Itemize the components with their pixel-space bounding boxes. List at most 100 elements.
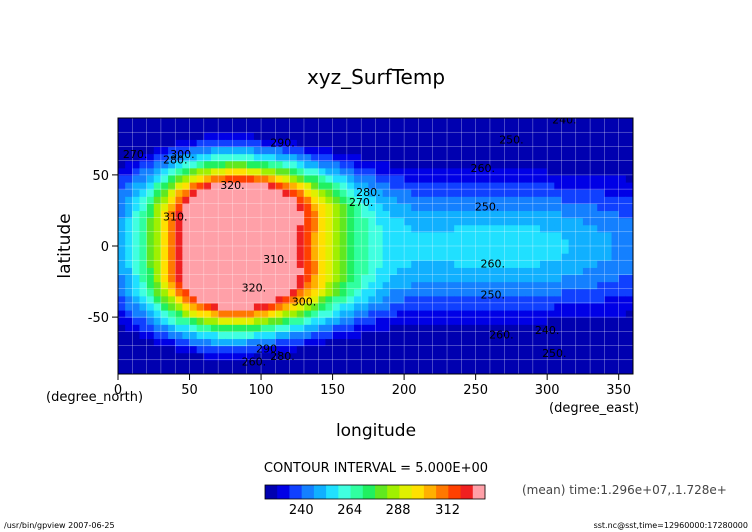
field-cell [554, 366, 563, 374]
field-cell [568, 160, 577, 169]
field-cell [454, 224, 462, 233]
field-cell [361, 231, 369, 240]
field-cell [540, 253, 548, 261]
field-cell [604, 125, 613, 133]
field-cell [168, 302, 176, 311]
field-cell [461, 118, 470, 126]
field-cell [282, 174, 291, 183]
field-cell [396, 281, 405, 290]
field-cell [532, 174, 541, 183]
field-cell [203, 238, 212, 247]
field-cell [246, 274, 255, 283]
field-cell [153, 153, 162, 162]
field-cell [168, 174, 176, 183]
field-cell [182, 295, 191, 304]
field-cell [604, 132, 613, 140]
field-cell [268, 125, 276, 133]
field-cell [568, 281, 577, 290]
field-cell [318, 210, 327, 219]
field-cell [218, 189, 226, 197]
field-cell [339, 267, 348, 276]
field-cell [139, 189, 148, 197]
field-cell [368, 324, 377, 332]
field-cell [375, 359, 384, 368]
field-cell [418, 196, 427, 204]
field-cell [118, 182, 126, 190]
field-cell [461, 352, 470, 361]
field-cell [582, 274, 591, 283]
field-cell [296, 366, 305, 374]
field-cell [625, 253, 633, 261]
field-cell [504, 153, 513, 162]
field-cell [582, 267, 591, 276]
colorbar [264, 484, 486, 500]
field-cell [275, 366, 284, 374]
field-cell [525, 203, 534, 212]
field-cell [160, 146, 169, 155]
field-cell [518, 366, 527, 374]
field-cell [389, 231, 398, 240]
field-cell [232, 253, 241, 261]
field-cell [396, 310, 405, 318]
field-cell [118, 125, 126, 133]
field-cell [618, 139, 627, 148]
field-cell [246, 359, 255, 368]
field-cell [368, 174, 377, 183]
field-cell [582, 281, 591, 290]
field-cell [375, 267, 384, 276]
field-cell [168, 231, 176, 240]
field-cell [182, 267, 191, 276]
field-cell [447, 295, 455, 304]
field-cell [332, 281, 341, 290]
field-cell [511, 246, 520, 254]
field-cell [218, 295, 226, 304]
field-cell [468, 167, 477, 176]
field-cell [354, 238, 362, 247]
field-cell [146, 182, 155, 190]
field-cell [125, 310, 133, 318]
field-cell [196, 231, 205, 240]
field-cell [296, 338, 305, 347]
field-cell [611, 153, 620, 162]
field-cell [618, 274, 627, 283]
field-cell [554, 146, 563, 155]
field-cell [590, 331, 598, 340]
field-cell [303, 139, 312, 148]
field-cell [461, 331, 470, 340]
field-cell [239, 260, 248, 268]
colorbar-swatch [362, 485, 376, 499]
field-cell [382, 246, 391, 254]
field-cell [547, 324, 555, 332]
field-cell [189, 153, 198, 162]
field-cell [225, 167, 234, 176]
field-cell [540, 132, 548, 140]
field-cell [139, 310, 148, 318]
field-cell [168, 281, 176, 290]
field-cell [218, 146, 226, 155]
field-cell [575, 210, 584, 219]
field-cell [160, 189, 169, 197]
field-cell [618, 366, 627, 374]
field-cell [404, 295, 412, 304]
field-cell [296, 189, 305, 197]
field-cell [346, 132, 355, 140]
field-cell [368, 196, 377, 204]
field-cell [218, 274, 226, 283]
field-cell [540, 139, 548, 148]
field-cell [389, 345, 398, 354]
field-cell [590, 182, 598, 190]
field-cell [253, 295, 262, 304]
field-cell [232, 352, 241, 361]
field-cell [404, 160, 412, 169]
field-cell [475, 182, 484, 190]
field-cell [554, 160, 563, 169]
field-cell [261, 331, 269, 340]
field-cell [447, 174, 455, 183]
field-cell [489, 217, 498, 226]
field-cell [239, 288, 248, 297]
field-cell [225, 238, 234, 247]
field-cell [139, 146, 148, 155]
field-cell [382, 267, 391, 276]
field-cell [568, 302, 577, 311]
